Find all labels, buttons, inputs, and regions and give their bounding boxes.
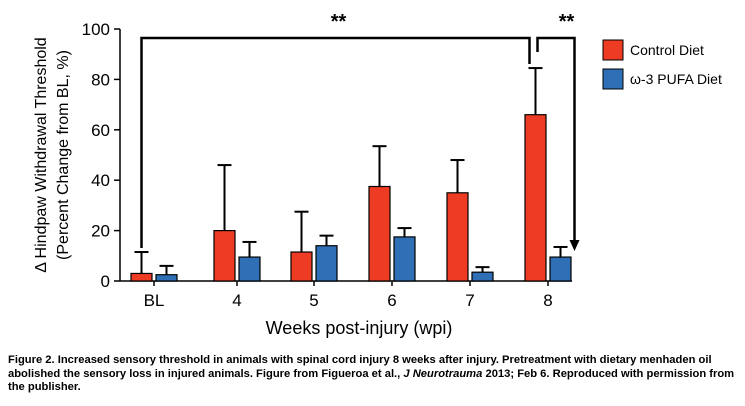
- bar: [446, 192, 469, 282]
- bar: [368, 185, 391, 282]
- bar: [155, 274, 178, 282]
- x-tick-label: 7: [465, 291, 474, 310]
- y-tick-label: 80: [91, 70, 110, 89]
- y-axis-label: Δ Hindpaw Withdrawal Threshold: [33, 37, 50, 272]
- x-axis-label: Weeks post-injury (wpi): [266, 318, 453, 338]
- significance-label: **: [331, 11, 347, 33]
- caption-text-1: Figure 2. Increased sensory threshold in…: [8, 354, 712, 380]
- x-tick-label: 8: [543, 291, 552, 310]
- x-tick-label: 6: [387, 291, 396, 310]
- x-tick-label: 5: [309, 291, 318, 310]
- y-tick-label: 20: [91, 222, 110, 241]
- bar: [213, 230, 236, 282]
- bar: [549, 256, 572, 282]
- figure-caption: Figure 2. Increased sensory threshold in…: [8, 354, 740, 395]
- y-axis-label-units: (Percent Change from BL, %): [55, 50, 72, 260]
- y-tick-label: 60: [91, 121, 110, 140]
- bar: [315, 245, 338, 282]
- bar: [290, 251, 313, 282]
- caption-journal: J Neurotrauma: [403, 367, 483, 380]
- bar: [471, 271, 494, 282]
- bar-chart: ** ** 0 20 40 60 80 100 BL 4 5 6 7 8 Δ Hindpaw Withdr…: [33, 11, 722, 338]
- x-tick-label: BL: [144, 291, 165, 310]
- significance-bracket-bl-to-8: [140, 36, 531, 249]
- y-tick-label: 0: [101, 272, 110, 291]
- bar: [238, 256, 261, 282]
- significance-bracket-week-8: [536, 36, 576, 241]
- significance-arrow-head: [569, 239, 580, 251]
- x-tick-label: 4: [232, 291, 241, 310]
- y-tick-label: 40: [91, 171, 110, 190]
- significance-label: **: [559, 11, 575, 33]
- caption-text-2: 2013; Feb 6. Reproduced with permission …: [8, 367, 735, 394]
- legend-swatch: [602, 39, 624, 61]
- y-tick-label: 100: [82, 20, 110, 39]
- bar: [130, 272, 153, 282]
- legend-swatch: [602, 68, 624, 90]
- legend-label: ω-3 PUFA Diet: [630, 71, 722, 87]
- bar: [393, 236, 416, 282]
- bar: [524, 114, 547, 282]
- legend-label: Control Diet: [630, 42, 704, 58]
